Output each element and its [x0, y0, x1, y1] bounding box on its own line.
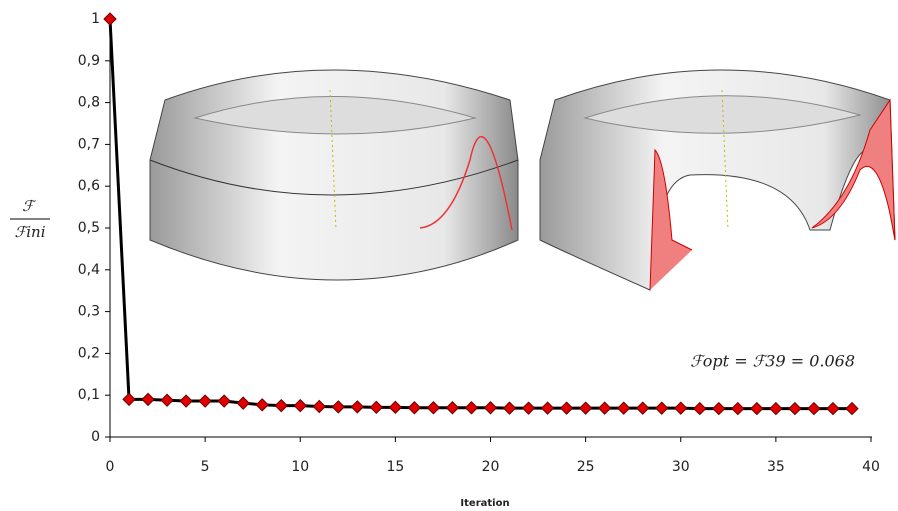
marker [808, 403, 820, 415]
marker [789, 403, 801, 415]
x-tick-label: 0 [106, 459, 115, 475]
marker [732, 403, 744, 415]
marker [180, 395, 192, 407]
x-tick-label: 20 [482, 459, 500, 475]
marker [846, 403, 858, 415]
marker [427, 402, 439, 414]
marker [370, 401, 382, 413]
y-tick-label: 0,1 [78, 387, 100, 403]
marker [294, 400, 306, 412]
marker [504, 402, 516, 414]
x-tick-label: 30 [672, 459, 690, 475]
x-tick-label: 15 [386, 459, 404, 475]
y-tick-label: 1 [91, 11, 100, 27]
marker [275, 400, 287, 412]
y-tick-label: 0,5 [78, 220, 100, 236]
marker [161, 394, 173, 406]
marker [351, 401, 363, 413]
y-tick-label: 0,6 [78, 178, 100, 194]
x-tick-label: 40 [862, 459, 880, 475]
marker [199, 395, 211, 407]
marker [580, 402, 592, 414]
marker [561, 402, 573, 414]
marker [542, 402, 554, 414]
marker [237, 397, 249, 409]
illustration-ring-right [540, 70, 895, 290]
annotation: ℱopt = ℱ39 = 0.068 [690, 352, 855, 371]
marker [694, 403, 706, 415]
marker [656, 402, 668, 414]
x-tick-label: 35 [767, 459, 785, 475]
marker [465, 402, 477, 414]
marker [104, 13, 116, 25]
y-tick-label: 0,8 [78, 95, 100, 111]
marker [751, 403, 763, 415]
marker [675, 402, 687, 414]
marker [485, 402, 497, 414]
marker [713, 403, 725, 415]
y-tick-label: 0,4 [78, 262, 100, 278]
y-label-denominator: ℱini [14, 223, 45, 241]
marker [827, 403, 839, 415]
marker [599, 402, 611, 414]
x-tick-label: 25 [577, 459, 595, 475]
marker [256, 399, 268, 411]
marker [123, 393, 135, 405]
marker [523, 402, 535, 414]
chart: ℱ ℱini Iteration ℱopt = ℱ39 = 0.068 0 0,1… [0, 0, 898, 511]
x-tick-label: 10 [291, 459, 309, 475]
marker [332, 401, 344, 413]
y-tick-label: 0,7 [78, 136, 100, 152]
x-tick-label: 5 [201, 459, 210, 475]
marker [408, 402, 420, 414]
y-tick-label: 0,9 [78, 53, 100, 69]
marker [389, 401, 401, 413]
marker [313, 400, 325, 412]
marker [637, 402, 649, 414]
marker [142, 393, 154, 405]
illustration-ring-left [150, 70, 518, 280]
marker [218, 395, 230, 407]
y-tick-label: 0,3 [78, 304, 100, 320]
y-tick-label: 0,2 [78, 345, 100, 361]
marker [446, 402, 458, 414]
marker [770, 403, 782, 415]
x-label: Iteration [460, 498, 509, 509]
y-tick-label: 0 [91, 429, 100, 445]
y-label-numerator: ℱ [22, 197, 37, 215]
marker [618, 402, 630, 414]
